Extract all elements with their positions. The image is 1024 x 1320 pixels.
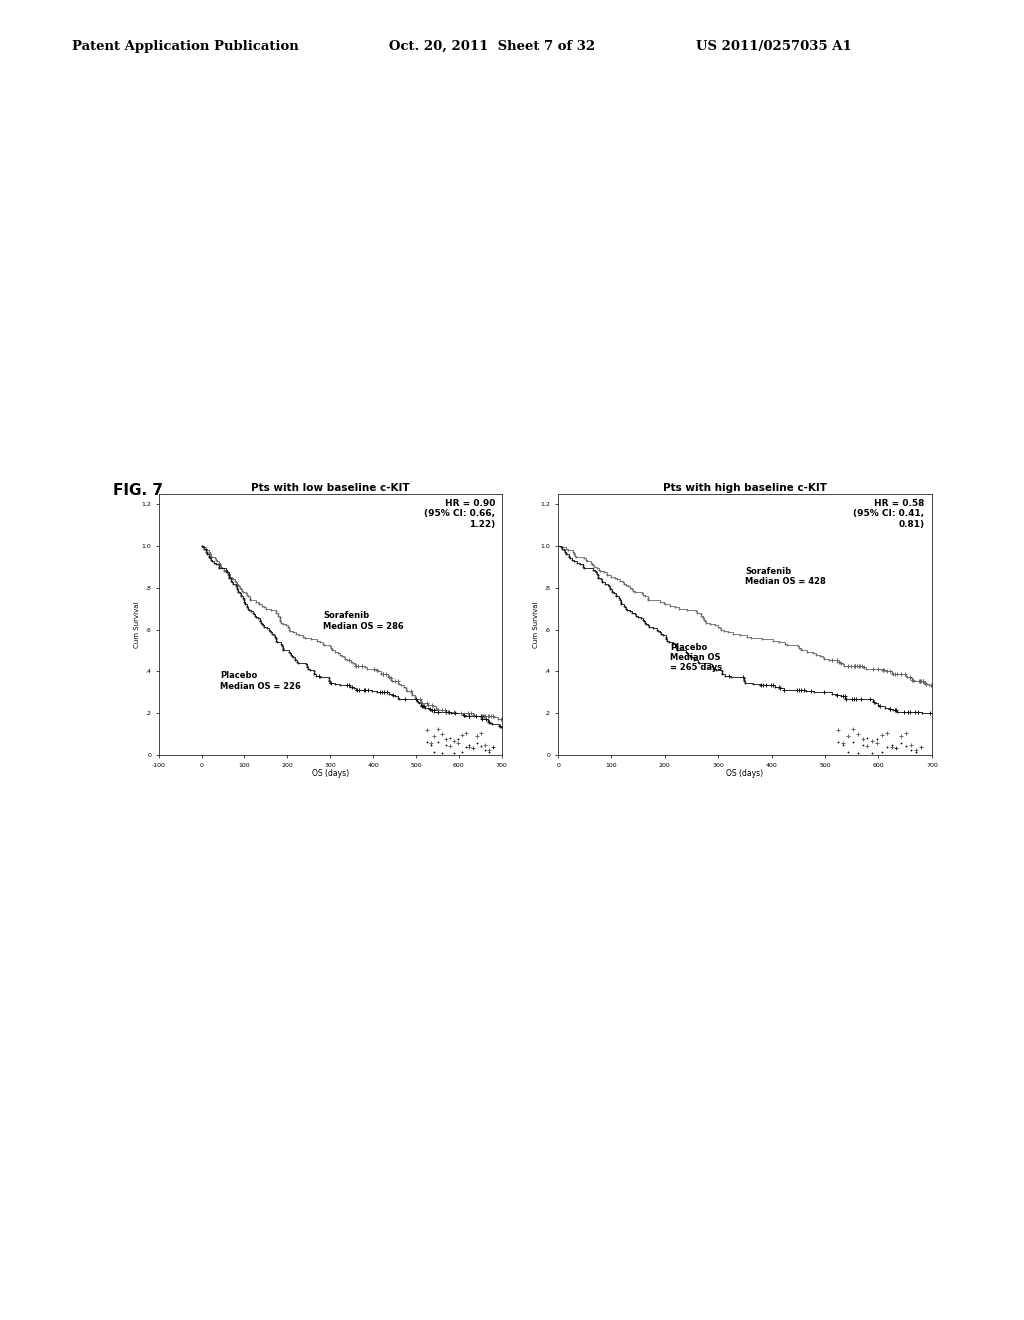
Text: Oct. 20, 2011  Sheet 7 of 32: Oct. 20, 2011 Sheet 7 of 32: [389, 40, 595, 53]
Y-axis label: Cum Survival: Cum Survival: [534, 601, 540, 648]
Text: US 2011/0257035 A1: US 2011/0257035 A1: [696, 40, 852, 53]
X-axis label: OS (days): OS (days): [726, 770, 764, 777]
Title: Pts with low baseline c-KIT: Pts with low baseline c-KIT: [251, 483, 410, 492]
Title: Pts with high baseline c-KIT: Pts with high baseline c-KIT: [663, 483, 827, 492]
Text: Sorafenib
Median OS = 286: Sorafenib Median OS = 286: [324, 611, 404, 631]
Text: HR = 0.90
(95% CI: 0.66,
1.22): HR = 0.90 (95% CI: 0.66, 1.22): [424, 499, 495, 529]
Text: Sorafenib
Median OS = 428: Sorafenib Median OS = 428: [745, 566, 825, 586]
X-axis label: OS (days): OS (days): [311, 770, 349, 777]
Text: HR = 0.58
(95% CI: 0.41,
0.81): HR = 0.58 (95% CI: 0.41, 0.81): [853, 499, 925, 529]
Text: FIG. 7: FIG. 7: [113, 483, 163, 498]
Text: Placebo
Median OS = 226: Placebo Median OS = 226: [220, 672, 301, 690]
Text: Placebo
Median OS
= 265 days: Placebo Median OS = 265 days: [671, 643, 722, 672]
Text: Patent Application Publication: Patent Application Publication: [72, 40, 298, 53]
Y-axis label: Cum Survival: Cum Survival: [134, 601, 140, 648]
